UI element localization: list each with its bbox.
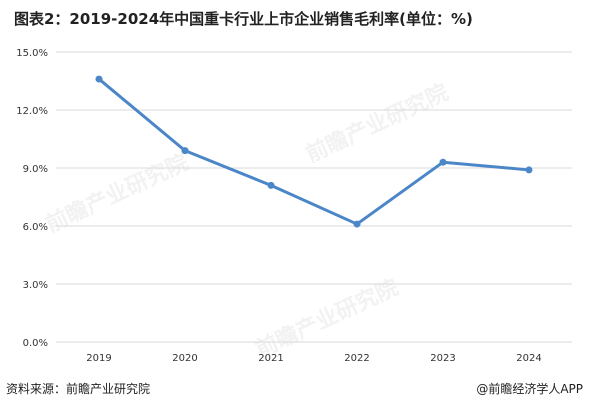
x-tick-label: 2019 [86,353,111,364]
x-tick-label: 2022 [344,353,369,364]
source-note: 资料来源：前瞻产业研究院 [6,382,151,396]
chart-title: 图表2：2019-2024年中国重卡行业上市企业销售毛利率(单位：%) [14,10,473,28]
y-axis: 0.0% 3.0% 6.0% 9.0% 12.0% 15.0% [16,48,48,349]
x-axis: 2019 2020 2021 2022 2023 2024 [86,353,541,364]
x-tick-label: 2020 [172,353,197,364]
watermark-text: 前瞻产业研究院 [302,79,453,168]
y-tick-label: 3.0% [23,280,48,291]
data-point [95,75,103,83]
data-point [267,181,275,189]
watermark-text: 前瞻产业研究院 [42,149,193,238]
credit-note: @前瞻经济学人APP [476,382,583,396]
y-tick-label: 12.0% [16,106,48,117]
data-point [439,158,447,166]
series-line [95,75,533,228]
data-point [525,166,533,174]
x-tick-label: 2024 [516,353,541,364]
x-tick-label: 2023 [430,353,455,364]
series-polyline [97,77,531,226]
y-tick-label: 0.0% [23,338,48,349]
data-point [353,220,361,228]
y-tick-label: 9.0% [23,164,48,175]
grid-lines [56,51,572,343]
data-point [181,147,189,155]
x-tick-label: 2021 [258,353,283,364]
watermark-text: 前瞻产业研究院 [252,274,403,363]
y-tick-label: 6.0% [23,222,48,233]
y-tick-label: 15.0% [16,48,48,59]
